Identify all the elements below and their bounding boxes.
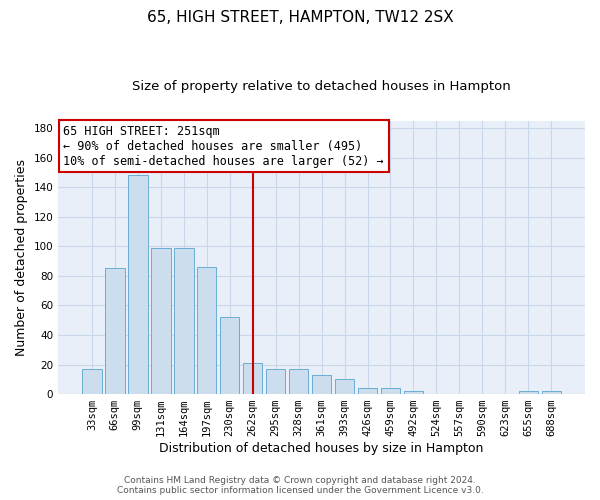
X-axis label: Distribution of detached houses by size in Hampton: Distribution of detached houses by size … — [160, 442, 484, 455]
Y-axis label: Number of detached properties: Number of detached properties — [15, 159, 28, 356]
Bar — [197, 267, 217, 394]
Bar — [404, 391, 423, 394]
Text: Contains HM Land Registry data © Crown copyright and database right 2024.
Contai: Contains HM Land Registry data © Crown c… — [116, 476, 484, 495]
Bar — [289, 369, 308, 394]
Bar — [220, 317, 239, 394]
Bar — [151, 248, 170, 394]
Bar — [82, 369, 101, 394]
Bar — [128, 176, 148, 394]
Bar — [518, 391, 538, 394]
Text: 65 HIGH STREET: 251sqm
← 90% of detached houses are smaller (495)
10% of semi-de: 65 HIGH STREET: 251sqm ← 90% of detached… — [64, 124, 384, 168]
Bar — [105, 268, 125, 394]
Bar — [266, 369, 286, 394]
Bar — [542, 391, 561, 394]
Text: 65, HIGH STREET, HAMPTON, TW12 2SX: 65, HIGH STREET, HAMPTON, TW12 2SX — [146, 10, 454, 25]
Bar — [243, 363, 262, 394]
Bar — [174, 248, 194, 394]
Bar — [381, 388, 400, 394]
Bar — [358, 388, 377, 394]
Bar — [312, 375, 331, 394]
Bar — [335, 380, 355, 394]
Title: Size of property relative to detached houses in Hampton: Size of property relative to detached ho… — [132, 80, 511, 93]
